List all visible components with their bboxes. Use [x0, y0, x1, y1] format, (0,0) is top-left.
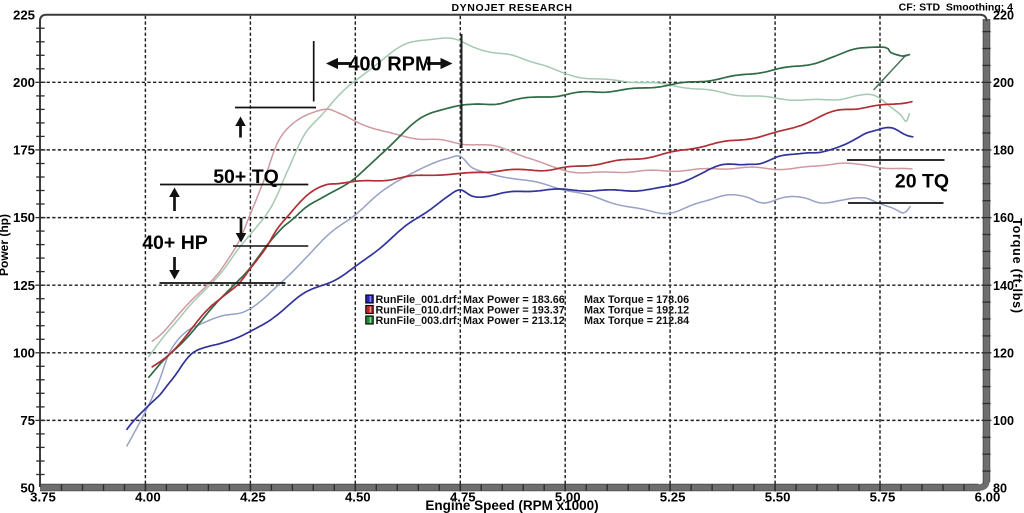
svg-text:150: 150 — [13, 210, 35, 225]
svg-text:RunFile_010.drf:: RunFile_010.drf: — [376, 304, 461, 316]
svg-text:100: 100 — [13, 345, 35, 360]
svg-text:4.75: 4.75 — [450, 490, 476, 505]
svg-text:5.25: 5.25 — [660, 490, 686, 505]
svg-text:220: 220 — [993, 8, 1014, 22]
svg-text:Power (hp): Power (hp) — [0, 214, 11, 276]
svg-text:3.75: 3.75 — [30, 490, 56, 505]
svg-text:Max Torque = 212.84: Max Torque = 212.84 — [584, 315, 689, 327]
svg-text:400 RPM: 400 RPM — [348, 54, 431, 76]
svg-text:6.00: 6.00 — [975, 490, 1001, 505]
svg-text:Max Power = 193.37: Max Power = 193.37 — [463, 304, 565, 316]
svg-text:DYNOJET RESEARCH: DYNOJET RESEARCH — [451, 2, 572, 14]
svg-text:4.50: 4.50 — [345, 490, 371, 505]
svg-text:RunFile_003.drf:: RunFile_003.drf: — [376, 315, 461, 327]
svg-text:Torque (ft-lbs): Torque (ft-lbs) — [1010, 218, 1024, 314]
svg-text:4.00: 4.00 — [135, 490, 161, 505]
svg-text:5.75: 5.75 — [870, 490, 896, 505]
svg-text:Max Torque = 192.12: Max Torque = 192.12 — [584, 304, 689, 316]
svg-text:200: 200 — [13, 75, 35, 90]
svg-text:200: 200 — [993, 76, 1014, 90]
svg-text:140: 140 — [993, 279, 1014, 293]
svg-text:100: 100 — [993, 414, 1014, 428]
svg-text:RunFile_001.drf:: RunFile_001.drf: — [376, 294, 461, 306]
svg-text:Max Torque = 178.06: Max Torque = 178.06 — [584, 294, 689, 306]
svg-text:160: 160 — [993, 211, 1014, 225]
svg-text:50: 50 — [20, 481, 35, 496]
svg-text:4.25: 4.25 — [240, 490, 266, 505]
svg-text:225: 225 — [13, 7, 35, 22]
svg-text:Max Power = 183.66: Max Power = 183.66 — [463, 294, 565, 306]
svg-text:5.50: 5.50 — [765, 490, 791, 505]
svg-text:5.00: 5.00 — [555, 490, 581, 505]
svg-text:120: 120 — [993, 346, 1014, 360]
svg-text:50+ TQ: 50+ TQ — [213, 166, 279, 188]
svg-text:175: 175 — [13, 143, 35, 158]
svg-text:Max Power = 213.12: Max Power = 213.12 — [463, 315, 565, 327]
svg-text:20 TQ: 20 TQ — [895, 171, 949, 193]
svg-text:40+ HP: 40+ HP — [142, 232, 208, 254]
svg-text:125: 125 — [13, 278, 35, 293]
svg-text:180: 180 — [993, 144, 1014, 158]
svg-text:80: 80 — [993, 482, 1007, 496]
svg-text:CF: STD Smoothing: 4: CF: STD Smoothing: 4 — [899, 2, 1013, 14]
svg-text:75: 75 — [20, 413, 35, 428]
svg-text:Engine Speed (RPM x1000): Engine Speed (RPM x1000) — [425, 498, 598, 513]
